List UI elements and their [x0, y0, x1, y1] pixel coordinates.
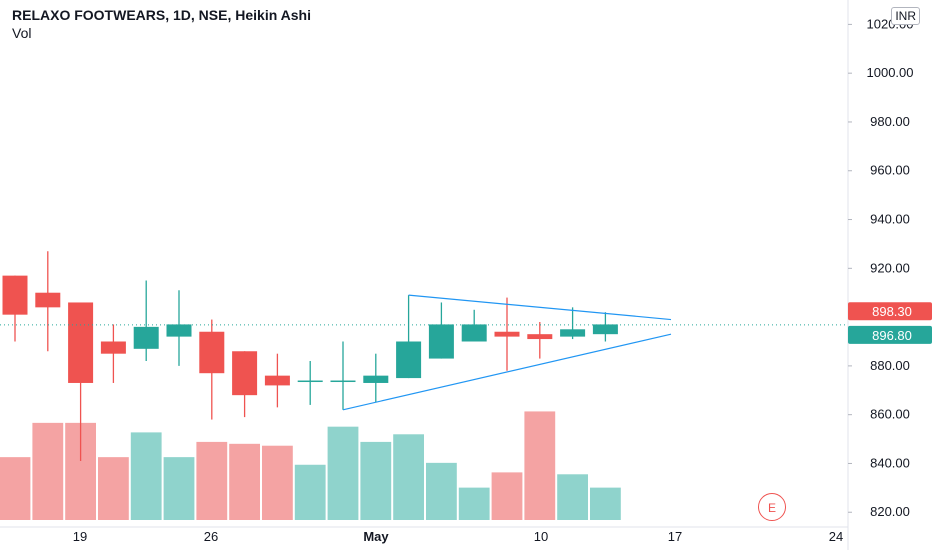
volume-bar — [294, 464, 326, 520]
candle-body — [166, 324, 192, 337]
price-label-bg — [848, 302, 932, 321]
y-tick-label: 860.00 — [870, 407, 910, 422]
volume-bar — [0, 457, 31, 520]
price-label: 898.30 — [872, 304, 912, 319]
candle-body — [100, 341, 126, 354]
volume-bar — [32, 422, 64, 520]
x-tick-label: 24 — [829, 529, 843, 544]
volume-bar — [327, 426, 359, 520]
y-tick-label: 980.00 — [870, 114, 910, 129]
volume-bar — [393, 434, 424, 520]
x-tick-label: 19 — [73, 529, 87, 544]
volume-bar — [196, 441, 228, 520]
x-tick-label: 26 — [204, 529, 218, 544]
y-tick-label: 820.00 — [870, 504, 910, 519]
volume-legend: Vol — [12, 25, 32, 41]
volume-bar — [491, 472, 523, 520]
candle-body — [2, 275, 28, 315]
trendline — [342, 333, 672, 411]
earnings-event-badge[interactable]: E — [758, 493, 786, 521]
candle-body — [592, 324, 618, 335]
x-tick-label: 17 — [668, 529, 682, 544]
candle-body — [560, 329, 586, 337]
x-tick-label: 10 — [534, 529, 548, 544]
currency-button[interactable]: INR — [891, 7, 920, 25]
candle-body — [428, 324, 454, 359]
volume-bar — [229, 443, 260, 520]
volume-bar — [557, 474, 588, 520]
volume-bar — [130, 432, 162, 520]
candle-body — [396, 341, 422, 379]
volume-bar — [524, 411, 556, 520]
volume-bar — [590, 487, 621, 520]
y-tick-label: 840.00 — [870, 455, 910, 470]
volume-bar — [458, 487, 490, 520]
y-tick-label: 920.00 — [870, 260, 910, 275]
candle-body — [264, 375, 290, 386]
trendline — [408, 294, 672, 321]
candle-body — [232, 351, 258, 396]
x-tick-label: May — [363, 529, 389, 544]
volume-bar — [163, 457, 195, 520]
y-tick-label: 960.00 — [870, 163, 910, 178]
candle-body — [363, 375, 389, 383]
price-label-bg — [848, 325, 932, 344]
y-tick-label: 880.00 — [870, 358, 910, 373]
candle-body — [330, 380, 356, 383]
candle-body — [527, 334, 553, 340]
chart-title: RELAXO FOOTWEARS, 1D, NSE, Heikin Ashi — [12, 7, 311, 23]
volume-bar — [426, 462, 457, 520]
y-tick-label: 940.00 — [870, 212, 910, 227]
volume-bar — [360, 441, 392, 520]
candle-body — [461, 324, 487, 342]
y-tick-label: 1000.00 — [867, 65, 914, 80]
candle-body — [199, 331, 225, 374]
candle-body — [133, 326, 159, 349]
price-label: 896.80 — [872, 328, 912, 343]
candle-body — [297, 380, 323, 383]
volume-bar — [262, 445, 293, 520]
candle-body — [494, 331, 520, 337]
candle-body — [68, 302, 94, 383]
candle-body — [35, 292, 61, 308]
volume-bar — [98, 457, 129, 520]
